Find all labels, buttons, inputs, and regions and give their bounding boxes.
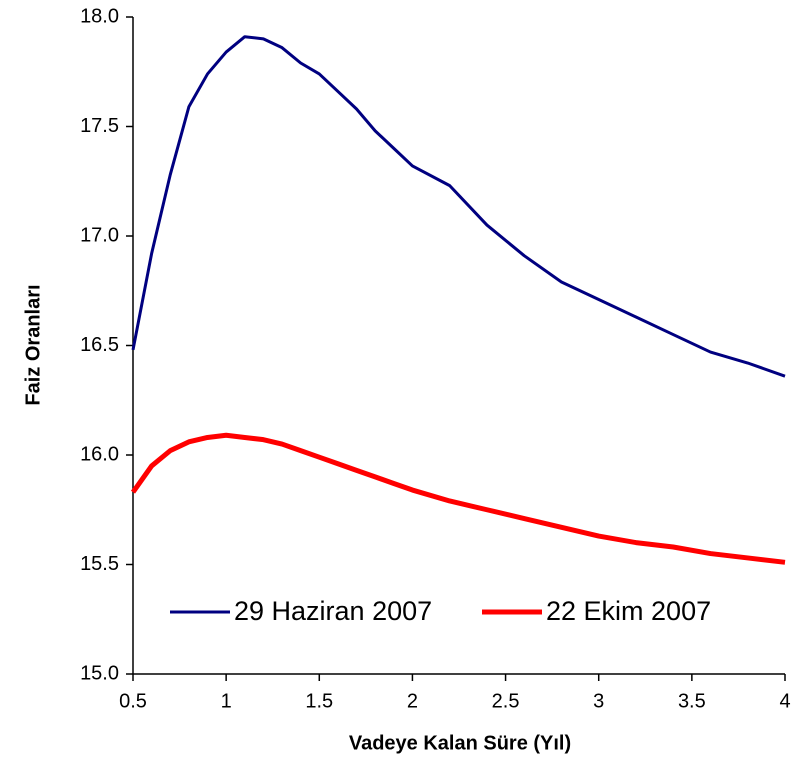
y-tick-label: 16.0	[80, 443, 119, 465]
y-tick-label: 15.5	[80, 553, 119, 575]
x-tick-label: 3	[593, 690, 604, 712]
line-series	[130, 432, 786, 565]
y-tick-label: 18.0	[80, 5, 119, 27]
x-axis-label: Vadeye Kalan Süre (Yıl)	[349, 732, 571, 754]
y-tick-label: 15.0	[80, 662, 119, 684]
y-tick-label: 17.0	[80, 224, 119, 246]
x-tick-label: 1.5	[305, 690, 333, 712]
legend-label: 22 Ekim 2007	[546, 596, 711, 626]
x-tick-label: 2	[407, 690, 418, 712]
x-tick-label: 3.5	[678, 690, 706, 712]
legend-label: 29 Haziran 2007	[234, 596, 432, 626]
x-tick-label: 1	[221, 690, 232, 712]
y-tick-label: 16.5	[80, 334, 119, 356]
x-tick-label: 4	[779, 690, 790, 712]
y-tick-label: 17.5	[80, 115, 119, 137]
y-axis-label: Faiz Oranları	[22, 284, 44, 405]
line-series	[131, 35, 786, 378]
x-tick-label: 2.5	[492, 690, 520, 712]
x-tick-label: 0.5	[119, 690, 147, 712]
